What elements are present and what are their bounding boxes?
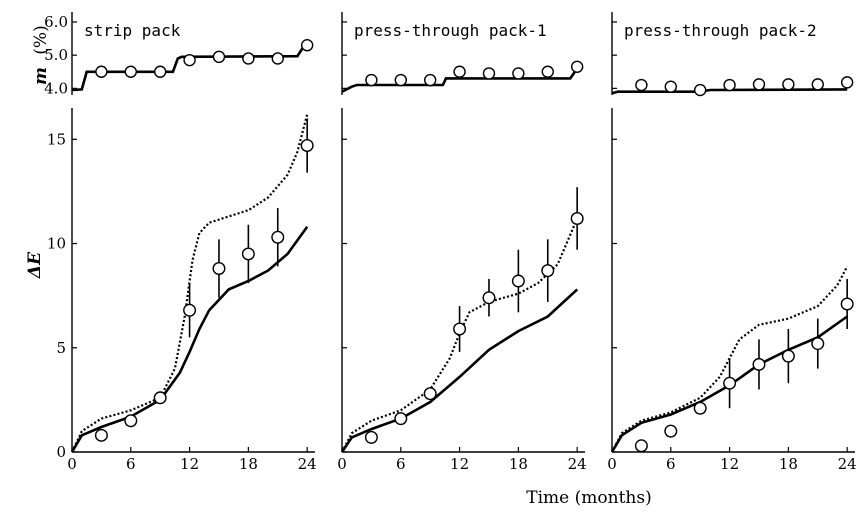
moisture-line [71,44,308,92]
text-layer: Time (months) m (%) ΔE 0 6 12 18 24 strip pac… [25,13,857,508]
moisture-point [541,65,554,78]
panel-title: press-through pack-1 [354,21,547,40]
delta-e-point [423,387,437,401]
x-tick-label: 18 [779,455,798,473]
marks-layer [94,39,854,453]
x-tick-label: 0 [67,455,77,473]
delta-e-dotted-line [71,114,309,453]
x-tick-label: 12 [720,455,739,473]
delta-e-point [811,337,825,351]
delta-e-point [183,303,197,317]
x-tick-label: 24 [838,455,857,473]
moisture-line [341,67,579,93]
bottom-y-tick-label: 10 [47,235,66,253]
x-tick-label: 0 [607,455,617,473]
delta-e-point [394,412,408,426]
moisture-point [300,39,314,52]
axes-layer [71,12,855,453]
delta-e-point [511,274,525,288]
moisture-point [782,78,795,91]
bottom-y-tick-label: 0 [56,443,66,461]
delta-e-solid-line [340,288,579,453]
x-tick-label: 18 [239,455,258,473]
moisture-point [693,83,707,97]
moisture-point [752,78,766,91]
x-tick-label: 0 [337,455,347,473]
moisture-point [183,53,196,67]
moisture-point [811,78,824,91]
delta-e-point [94,428,108,442]
top-y-tick-label: 6.0 [44,13,68,31]
moisture-point [635,78,648,92]
bottom-y-tick-label: 15 [47,130,66,148]
bottom-y-tick-label: 5 [56,339,66,357]
delta-e-point [271,230,285,244]
delta-e-solid-line [70,226,309,453]
moisture-point [664,80,677,93]
x-tick-label: 12 [450,455,469,473]
delta-e-point [453,322,467,336]
x-tick-label: 24 [298,455,317,473]
x-axis-title: Time (months) [526,488,651,508]
x-tick-label: 24 [568,455,587,473]
delta-e-point [840,297,854,311]
moisture-point [482,67,496,80]
moisture-point [453,65,466,78]
delta-e-point [364,430,378,444]
delta-e-dotted-line [611,265,849,453]
delta-e-point [634,439,648,453]
delta-e-point [664,424,678,438]
moisture-point [512,67,525,80]
moisture-point [95,65,108,78]
moisture-point [124,65,137,78]
bottom-y-axis-title: ΔE [25,251,45,279]
delta-e-solid-line [610,315,848,453]
delta-e-dotted-line [341,218,579,453]
delta-e-point [241,247,255,261]
delta-e-point [570,211,584,225]
moisture-point [271,52,284,65]
x-tick-label: 18 [509,455,528,473]
delta-e-point [541,264,555,278]
delta-e-point [723,376,737,390]
delta-e-point [212,262,226,276]
moisture-point [242,52,255,65]
moisture-point [212,50,226,64]
moisture-point [723,78,736,92]
moisture-point [570,60,584,73]
delta-e-point [781,349,795,363]
delta-e-point [153,391,167,405]
panel-title: strip pack [84,21,181,40]
x-tick-label: 6 [126,455,136,473]
moisture-point [423,73,437,87]
top-y-tick-label: 4.0 [44,79,68,97]
top-y-axis-title-symbol: m [31,67,51,85]
delta-e-point [124,414,138,428]
delta-e-point [752,357,766,371]
x-tick-label: 6 [396,455,406,473]
top-y-axis-title-unit: (%) [31,25,51,54]
moisture-point [394,73,407,87]
panel-title: press-through pack-2 [624,21,817,40]
delta-e-point [482,291,496,305]
moisture-point [153,65,167,78]
x-tick-label: 6 [666,455,676,473]
moisture-point [365,73,378,87]
x-tick-label: 12 [180,455,199,473]
moisture-point [840,76,854,89]
top-y-tick-label: 5.0 [44,46,68,64]
lines-layer [70,44,849,453]
delta-e-point [693,401,707,415]
delta-e-point [300,139,314,153]
